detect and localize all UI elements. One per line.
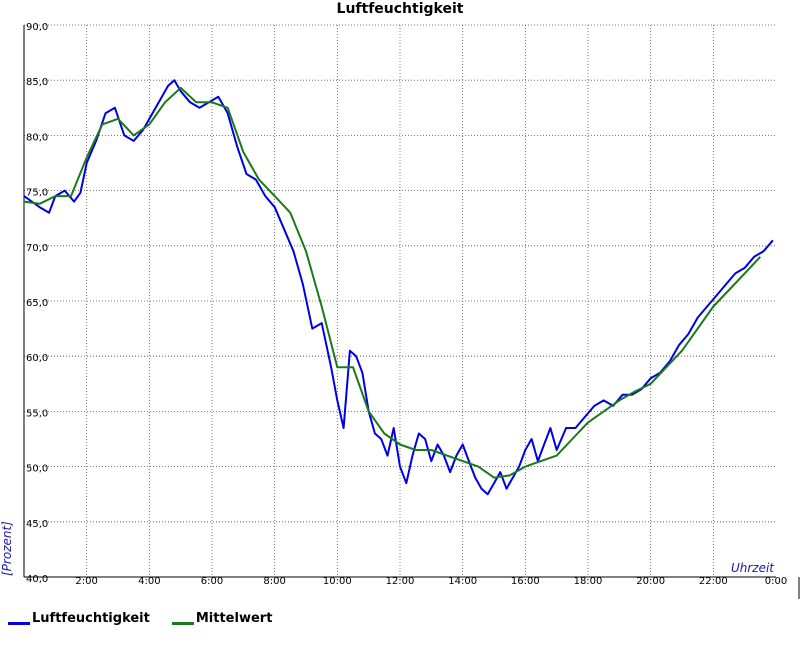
legend-swatch-humidity bbox=[8, 621, 30, 625]
x-tick-label: 6:00 bbox=[201, 576, 223, 587]
x-tick-label: 22:00 bbox=[699, 576, 728, 587]
y-tick-label: 60,0 bbox=[26, 353, 48, 364]
y-tick-label: 50,0 bbox=[26, 464, 48, 475]
legend-swatch-mean bbox=[171, 621, 194, 625]
y-tick-label: 85,0 bbox=[26, 77, 48, 88]
legend: Luftfeuchtigkeit Mittelwert bbox=[8, 607, 294, 629]
x-tick-label: 20:00 bbox=[636, 576, 665, 587]
x-tick-label: 2:00 bbox=[75, 576, 97, 587]
x-tick-label: 16:00 bbox=[511, 576, 540, 587]
x-tick-label: 12:00 bbox=[386, 576, 415, 587]
series-lines bbox=[23, 79, 774, 496]
y-tick-label: 80,0 bbox=[26, 132, 48, 143]
y-tick-label: 45,0 bbox=[26, 519, 48, 530]
y-tick-label: 55,0 bbox=[26, 408, 48, 419]
x-tick-label: 10:00 bbox=[323, 576, 352, 587]
legend-item-humidity: Luftfeuchtigkeit bbox=[8, 611, 150, 626]
y-axis-label: [Prozent] bbox=[0, 521, 14, 576]
x-tick-label: 18:00 bbox=[574, 576, 603, 587]
axes bbox=[23, 25, 800, 599]
legend-label-humidity: Luftfeuchtigkeit bbox=[32, 610, 150, 626]
x-tick-label: 14:00 bbox=[448, 576, 477, 587]
y-tick-label: 40,0 bbox=[26, 574, 48, 585]
chart-title: Luftfeuchtigkeit bbox=[337, 1, 464, 17]
x-tick-labels: 2:00 4:00 6:00 8:00 10:00 12:00 14:00 16:00 18:0… bbox=[75, 576, 787, 587]
x-axis-label: Uhrzeit bbox=[731, 561, 775, 575]
x-tick-label: 4:00 bbox=[138, 576, 160, 587]
x-tick-label: 8:00 bbox=[263, 576, 285, 587]
y-tick-label: 65,0 bbox=[26, 298, 48, 309]
y-tick-label: 70,0 bbox=[26, 243, 48, 254]
y-tick-label: 90,0 bbox=[26, 22, 48, 33]
y-tick-label: 75,0 bbox=[26, 188, 48, 199]
series-line-humidity bbox=[23, 79, 774, 496]
x-tick-label: 0:00 bbox=[765, 576, 787, 587]
y-tick-labels: 40,0 45,0 50,0 55,0 60,0 65,0 70,0 75,0 80,0 85,0… bbox=[26, 22, 48, 585]
legend-item-mean: Mittelwert bbox=[171, 610, 273, 626]
legend-label-mean: Mittelwert bbox=[195, 610, 273, 626]
series-line-mean bbox=[23, 86, 762, 479]
grid-lines bbox=[24, 24, 776, 577]
